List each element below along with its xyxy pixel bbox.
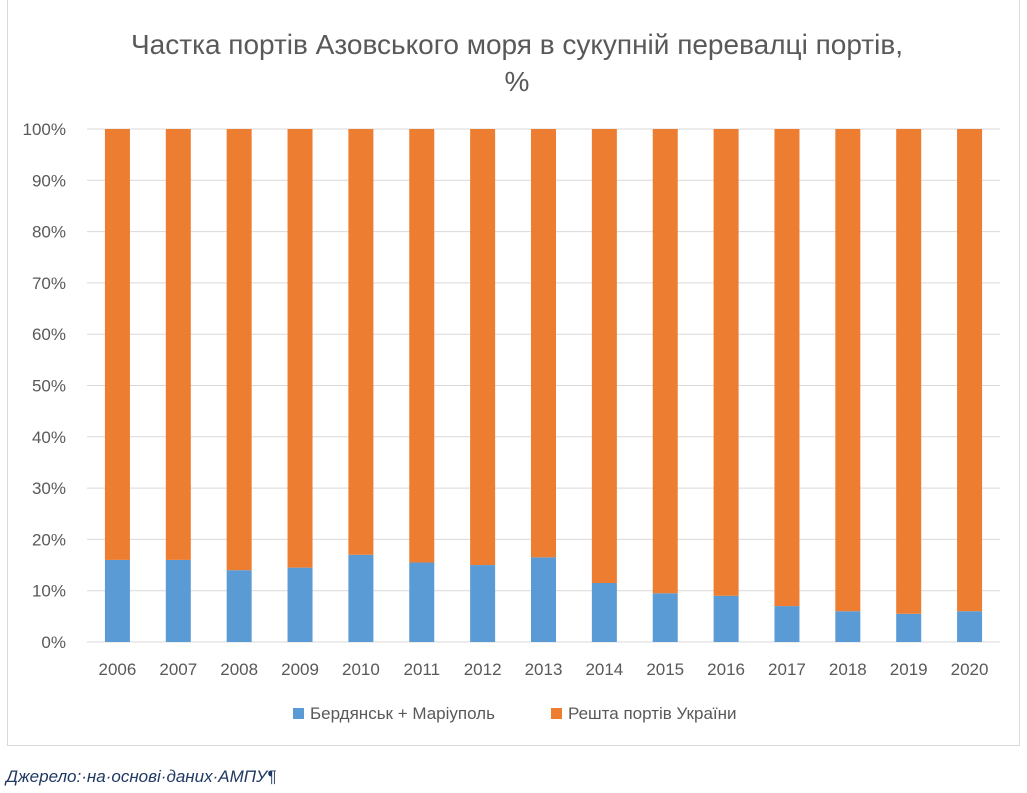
x-tick-label: 2013 [525,660,563,679]
source-note: Джерело:·на·основі·даних·АМПУ¶ [6,767,277,786]
bar-segment [470,129,496,566]
x-tick-label: 2018 [829,660,867,679]
x-tick-label: 2006 [99,660,137,679]
legend-label: Решта портів України [568,704,737,723]
x-tick-label: 2019 [890,660,928,679]
x-tick-label: 2007 [159,660,197,679]
y-axis: 0% 10% 20% 30% 40% 50% 60% 70% 80% 90% 100% [23,120,66,652]
y-tick-label: 0% [41,633,66,652]
bar-segment [957,129,983,612]
bar-segment [104,559,130,642]
bar-segment [957,611,983,642]
y-tick-label: 80% [32,223,66,242]
bar-segment [652,593,678,642]
bar-segment [104,129,130,560]
bar-segment [713,129,739,596]
x-tick-label: 2008 [220,660,258,679]
legend-swatch [293,708,304,719]
chart-title-line1: Частка портів Азовського моря в сукупній… [131,29,903,60]
y-tick-label: 40% [32,428,66,447]
bar-segment [591,129,617,584]
legend-swatch [551,708,562,719]
bar-segment [165,129,191,560]
bar-segment [470,565,496,642]
bar-segment [774,129,800,607]
x-tick-label: 2010 [342,660,380,679]
bar-segment [287,567,313,642]
bar-segment [896,129,922,614]
y-tick-label: 20% [32,530,66,549]
bar-segment [896,613,922,642]
bar-segment [348,554,374,642]
y-tick-label: 90% [32,171,66,190]
bar-segment [226,570,252,642]
x-tick-label: 2009 [281,660,319,679]
y-tick-label: 50% [32,377,66,396]
x-tick-label: 2020 [951,660,989,679]
bar-segment [165,559,191,642]
y-tick-label: 100% [23,120,66,139]
x-tick-label: 2015 [646,660,684,679]
x-tick-label: 2014 [585,660,623,679]
bar-segment [591,583,617,642]
chart-title-line2: % [505,66,530,97]
x-tick-label: 2016 [707,660,745,679]
y-tick-label: 70% [32,274,66,293]
y-tick-label: 10% [32,582,66,601]
y-tick-label: 30% [32,479,66,498]
bar-segment [531,557,556,642]
bar-segment [531,129,556,558]
bar-segment [835,611,861,642]
bar-segment [774,606,800,642]
bar-segment [348,129,374,555]
bar-segment [226,129,252,571]
bar-segment [287,129,313,568]
bar-segment [409,129,435,563]
stacked-bar-chart: Частка портів Азовського моря в сукупній… [23,29,1000,723]
legend: Бердянськ + Маріуполь Решта портів Україн… [293,704,737,723]
x-tick-label: 2012 [464,660,502,679]
x-tick-label: 2017 [768,660,806,679]
bar-segment [713,595,739,642]
legend-label: Бердянськ + Маріуполь [310,704,495,723]
bars [104,129,983,642]
x-axis: 2006 2007 2008 2009 2010 2011 2012 2013 2014 2015… [99,660,989,679]
bar-segment [652,129,678,594]
bar-segment [409,562,435,642]
x-tick-label: 2011 [403,660,440,679]
bar-segment [835,129,861,612]
y-tick-label: 60% [32,325,66,344]
